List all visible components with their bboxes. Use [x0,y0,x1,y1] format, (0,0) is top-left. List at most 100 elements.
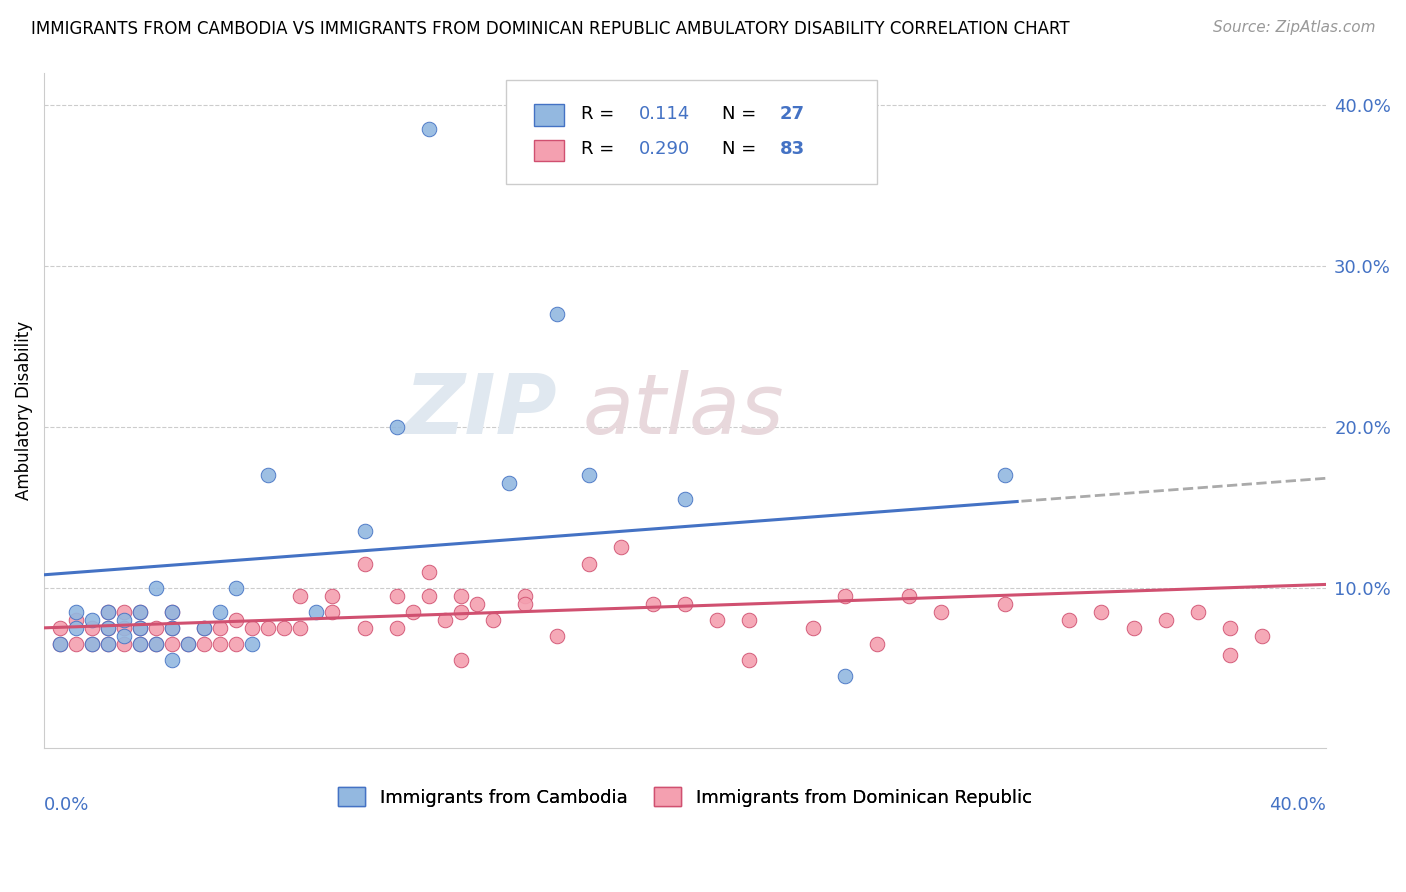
Point [481,613,503,627]
Point [450,605,472,619]
Text: 27: 27 [780,104,804,122]
Point [97,637,120,651]
Point [162,637,184,651]
Point [401,605,423,619]
Point [162,621,184,635]
Point [145,621,167,635]
Point [97,621,120,635]
Point [898,589,921,603]
Point [225,637,247,651]
Point [129,621,152,635]
Point [112,637,135,651]
Point [97,637,120,651]
Point [546,629,568,643]
Point [162,605,184,619]
Point [97,621,120,635]
Y-axis label: Ambulatory Disability: Ambulatory Disability [15,321,32,500]
Text: R =: R = [581,140,620,158]
Point [97,605,120,619]
Text: 83: 83 [780,140,804,158]
Point [290,621,312,635]
Point [225,613,247,627]
Point [65,637,87,651]
Point [177,637,200,651]
Point [129,637,152,651]
Point [129,605,152,619]
Point [706,613,728,627]
Point [994,468,1017,483]
Point [673,597,696,611]
Point [242,637,264,651]
FancyBboxPatch shape [506,79,877,185]
Point [738,613,761,627]
Point [49,637,72,651]
Point [321,605,343,619]
Text: 0.290: 0.290 [638,140,690,158]
Point [465,597,488,611]
Text: Source: ZipAtlas.com: Source: ZipAtlas.com [1212,20,1375,35]
Point [82,621,104,635]
Point [177,637,200,651]
Point [145,581,167,595]
Legend: Immigrants from Cambodia, Immigrants from Dominican Republic: Immigrants from Cambodia, Immigrants fro… [330,780,1039,814]
Point [738,653,761,667]
Point [610,541,633,555]
Text: 40.0%: 40.0% [1270,796,1326,814]
Point [498,476,520,491]
Text: 0.114: 0.114 [638,104,690,122]
Point [1219,621,1241,635]
Point [129,605,152,619]
Point [994,597,1017,611]
Point [834,669,856,683]
Point [257,468,280,483]
Point [65,621,87,635]
Point [929,605,952,619]
Point [112,605,135,619]
Point [1154,613,1177,627]
Text: R =: R = [581,104,620,122]
Point [578,468,600,483]
Point [418,565,440,579]
Point [112,621,135,635]
Point [353,621,375,635]
FancyBboxPatch shape [534,140,564,161]
Point [450,589,472,603]
Point [513,597,536,611]
Point [546,307,568,321]
Point [193,637,215,651]
Point [1219,648,1241,663]
Point [65,605,87,619]
Point [82,613,104,627]
Point [834,589,856,603]
Point [49,637,72,651]
Point [162,605,184,619]
Text: ZIP: ZIP [404,370,557,451]
Point [145,637,167,651]
Point [353,524,375,539]
Text: IMMIGRANTS FROM CAMBODIA VS IMMIGRANTS FROM DOMINICAN REPUBLIC AMBULATORY DISABI: IMMIGRANTS FROM CAMBODIA VS IMMIGRANTS F… [31,20,1070,37]
Point [209,605,232,619]
Point [673,492,696,507]
Point [385,621,408,635]
Point [209,621,232,635]
Point [513,589,536,603]
Point [82,637,104,651]
Point [418,122,440,136]
Point [209,637,232,651]
Point [49,621,72,635]
Point [257,621,280,635]
Point [65,613,87,627]
Point [353,557,375,571]
Point [1090,605,1112,619]
Text: N =: N = [723,140,762,158]
Point [1187,605,1209,619]
Point [866,637,889,651]
Point [433,613,456,627]
FancyBboxPatch shape [534,104,564,126]
Point [418,589,440,603]
Point [1122,621,1144,635]
Point [129,637,152,651]
Point [385,419,408,434]
Point [193,621,215,635]
Point [450,653,472,667]
